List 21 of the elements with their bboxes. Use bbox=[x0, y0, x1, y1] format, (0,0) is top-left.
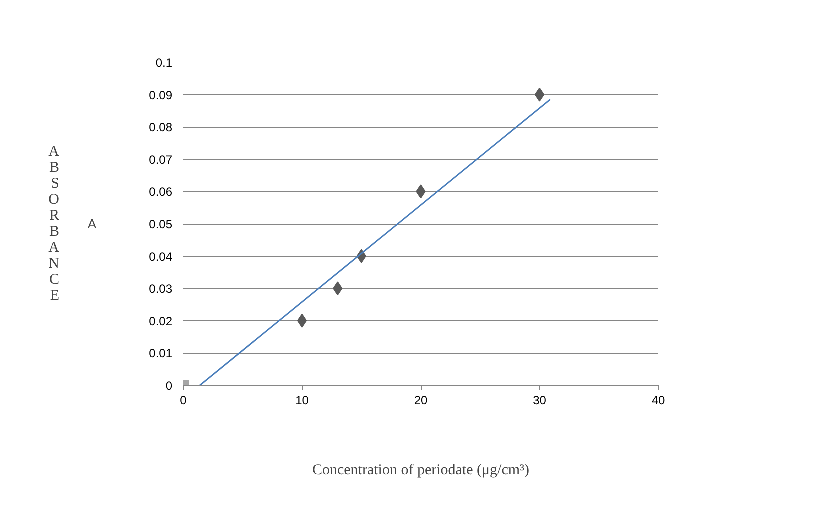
y-tick-label: 0.1 bbox=[156, 56, 173, 70]
y-tick-label: 0.02 bbox=[149, 314, 173, 328]
y-tick-label: 0.03 bbox=[149, 282, 173, 296]
y-tick-label: 0.05 bbox=[149, 218, 173, 232]
y-tick-label: 0.01 bbox=[149, 346, 173, 361]
y-tick-label: 0.08 bbox=[149, 120, 173, 135]
y-tick-label: 0.06 bbox=[149, 185, 173, 200]
y-tick-label: 0.07 bbox=[149, 152, 173, 167]
text: ABSORBANCE bbox=[48, 144, 60, 304]
x-tick-label: 10 bbox=[296, 394, 310, 408]
x-tick-label: 40 bbox=[652, 394, 666, 408]
point bbox=[534, 88, 545, 102]
x-tick-label: 30 bbox=[533, 394, 547, 408]
y-tick-label: 0.04 bbox=[149, 250, 173, 264]
y-tick-label: 0 bbox=[166, 379, 173, 393]
x-axis-title: Concentration of periodate (μg/cm³) bbox=[312, 462, 530, 478]
point bbox=[297, 314, 308, 328]
y-tick-label: 0.09 bbox=[149, 88, 173, 102]
x-tick-label: 0 bbox=[180, 394, 188, 408]
x-tick-label: 20 bbox=[414, 394, 428, 408]
text: A bbox=[88, 216, 97, 232]
